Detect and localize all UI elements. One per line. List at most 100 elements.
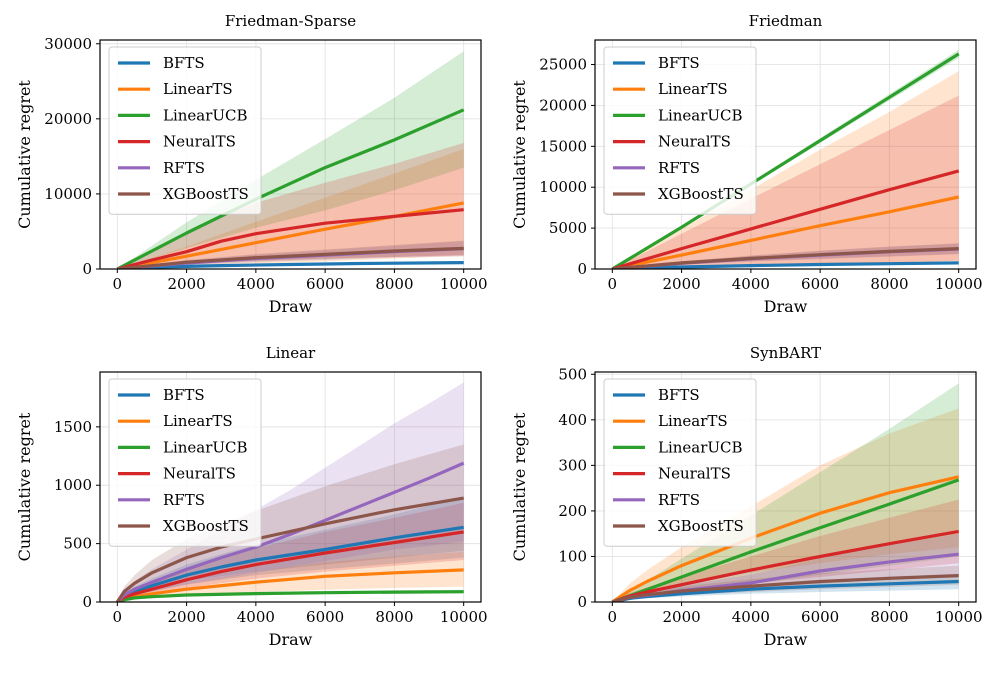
legend-label-LinearTS: LinearTS [163, 80, 233, 98]
legend-label-BFTS: BFTS [163, 54, 205, 72]
x-tick-label: 6000 [801, 608, 839, 626]
ticks: 0 2000 4000 6000 8000 10000 0 500 1000 1500 [54, 418, 488, 626]
y-tick-label: 0 [82, 260, 92, 278]
y-tick-label: 200 [558, 502, 587, 520]
y-axis-label: Cumulative regret [510, 80, 529, 229]
x-tick-label: 6000 [306, 608, 344, 626]
legend-label-BFTS: BFTS [658, 54, 700, 72]
legend-label-NeuralTS: NeuralTS [163, 465, 236, 483]
legend: BFTS LinearTS LinearUCB NeuralTS RFTS XGBoost… [108, 46, 262, 215]
y-axis-label: Cumulative regret [510, 412, 529, 561]
legend-label-LinearTS: LinearTS [658, 412, 728, 430]
legend-label-LinearUCB: LinearUCB [163, 438, 248, 456]
series-line-XGBoostTS [612, 247, 959, 269]
series-line-NeuralTS [116, 208, 464, 269]
ticks: 0 2000 4000 6000 8000 10000 0 100 200 300 400 500 [558, 365, 982, 626]
x-axis-label: Draw [269, 297, 313, 316]
series-line-LinearTS [611, 475, 960, 602]
legend: BFTS LinearTS LinearUCB NeuralTS RFTS XGBoost… [108, 378, 262, 547]
x-tick-label: 2000 [167, 608, 205, 626]
y-tick-label: 400 [558, 411, 587, 429]
series-band-NeuralTS [117, 142, 464, 269]
x-tick-label: 4000 [237, 608, 275, 626]
x-tick-label: 0 [113, 608, 123, 626]
series-line-NeuralTS [116, 530, 464, 602]
series-line-NeuralTS [611, 169, 960, 269]
series-band-LinearTS [612, 71, 959, 269]
legend-label-LinearTS: LinearTS [658, 80, 728, 98]
x-tick-label: 6000 [306, 275, 344, 293]
axes-frame [594, 371, 977, 603]
legend-label-RFTS: RFTS [163, 491, 205, 509]
chart-title: Friedman-Sparse [225, 12, 356, 30]
legend-label-LinearUCB: LinearUCB [658, 106, 743, 124]
chart-panel-2: 0 2000 4000 6000 8000 10000 0 500 1000 1500 Linear… [15, 344, 488, 649]
axes-frame [594, 39, 977, 270]
series-band-RFTS [117, 382, 464, 602]
x-tick-label: 10000 [440, 608, 488, 626]
x-tick-label: 0 [113, 275, 123, 293]
legend-label-RFTS: RFTS [163, 159, 205, 177]
y-tick-label: 20000 [539, 96, 587, 114]
axes-frame [99, 39, 482, 270]
y-axis-label: Cumulative regret [15, 412, 34, 561]
plot-area [611, 49, 960, 269]
legend-label-NeuralTS: NeuralTS [658, 465, 731, 483]
chart-panel-3: 0 2000 4000 6000 8000 10000 0 100 200 300 400 500 Sy… [510, 344, 983, 649]
y-tick-label: 100 [558, 547, 587, 565]
y-tick-label: 0 [577, 260, 587, 278]
legend-label-XGBoostTS: XGBoostTS [163, 185, 249, 203]
ticks: 0 2000 4000 6000 8000 10000 0 10000 20000 30000 [44, 35, 487, 293]
series-band-RFTS [612, 533, 959, 602]
axes-frame [99, 371, 482, 603]
series-line-BFTS [612, 261, 959, 269]
x-axis-label: Draw [764, 630, 808, 649]
y-axis-label: Cumulative regret [15, 80, 34, 229]
y-tick-label: 25000 [539, 56, 587, 74]
x-tick-label: 0 [608, 275, 618, 293]
x-tick-label: 10000 [935, 608, 983, 626]
series-line-XGBoostTS [117, 246, 464, 269]
y-tick-label: 10000 [44, 185, 92, 203]
series-band-LinearTS [117, 551, 464, 602]
series-band-LinearTS [117, 148, 464, 269]
ticks: 0 2000 4000 6000 8000 10000 0 5000 10000 15000 200… [539, 56, 982, 293]
x-tick-label: 2000 [662, 275, 700, 293]
x-tick-label: 2000 [167, 275, 205, 293]
x-tick-label: 4000 [237, 275, 275, 293]
y-tick-label: 500 [558, 365, 587, 383]
x-tick-label: 2000 [662, 608, 700, 626]
series-line-XGBoostTS [611, 574, 959, 602]
panels: 0 2000 4000 6000 8000 100000100002000030000Fr… [15, 12, 983, 649]
y-tick-label: 1500 [54, 418, 92, 436]
x-tick-label: 10000 [440, 275, 488, 293]
series-line-LinearTS [611, 195, 960, 269]
chart-title: SynBART [750, 344, 821, 362]
legend: BFTS LinearTS LinearUCB NeuralTS RFTS XGBoost… [603, 378, 757, 547]
x-tick-label: 8000 [375, 275, 413, 293]
legend: BFTS LinearTS LinearUCB NeuralTS RFTS XGBoost… [603, 46, 757, 215]
x-tick-label: 8000 [870, 275, 908, 293]
legend-label-NeuralTS: NeuralTS [658, 133, 731, 151]
x-tick-label: 4000 [732, 275, 770, 293]
series-line-LinearUCB [611, 52, 960, 269]
y-tick-label: 500 [63, 535, 92, 553]
series-band-NeuralTS [612, 95, 959, 269]
x-tick-label: 6000 [801, 275, 839, 293]
series-line-LinearUCB [611, 478, 960, 602]
y-tick-label: 1000 [54, 476, 92, 494]
x-tick-label: 10000 [935, 275, 983, 293]
legend-label-RFTS: RFTS [658, 159, 700, 177]
chart-title: Friedman [749, 12, 823, 30]
legend-label-LinearTS: LinearTS [163, 412, 233, 430]
y-tick-label: 10000 [539, 178, 587, 196]
x-axis-label: Draw [764, 297, 808, 316]
legend-label-XGBoostTS: XGBoostTS [163, 517, 249, 535]
plot-area [115, 382, 465, 602]
legend-label-XGBoostTS: XGBoostTS [658, 517, 744, 535]
y-tick-label: 5000 [549, 219, 587, 237]
y-tick-label: 0 [577, 593, 587, 611]
legend-label-NeuralTS: NeuralTS [163, 133, 236, 151]
chart-title: Linear [266, 344, 316, 362]
